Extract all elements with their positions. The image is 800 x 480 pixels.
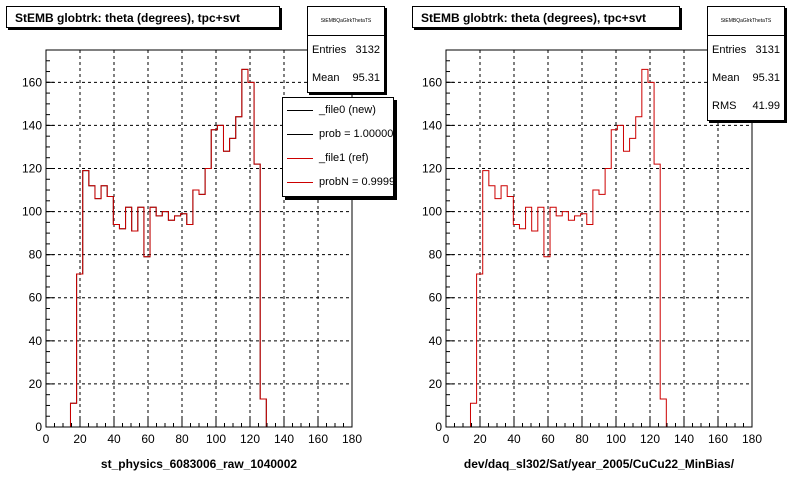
y-tick-label: 80: [29, 248, 43, 262]
x-tick-label: 100: [606, 432, 626, 446]
right-stats-rms-value: 41.99: [752, 100, 780, 112]
left-histogram-pad: 0 20 40 60 80 100 120 140 160 180 0 20 40 60 80 100 120 1…: [6, 6, 394, 471]
x-tick-label: 140: [274, 432, 294, 446]
legend-entry-file0: _file0 (new): [283, 98, 393, 122]
right-stats-box: StEMBQaGlrkThetaTS Entries 3131 Mean 95.…: [707, 6, 785, 121]
right-histogram-title: StEMB globtrk: theta (degrees), tpc+svt: [412, 6, 680, 28]
left-stats-entries-value: 3132: [355, 44, 380, 56]
x-tick-label: 180: [342, 432, 362, 446]
legend-swatch-probn: [287, 181, 313, 183]
x-tick-label: 60: [141, 432, 155, 446]
legend-label-probn: probN = 0.99994: [319, 176, 394, 188]
left-stats-box: StEMBQaGlrkThetaTS Entries 3132 Mean 95.…: [307, 6, 385, 93]
right-stats-mean-value: 95.31: [752, 72, 780, 84]
x-tick-label: 0: [443, 432, 450, 446]
legend-label-file0: _file0 (new): [319, 104, 376, 116]
left-stats-mean-value: 95.31: [352, 72, 380, 84]
legend-label-prob: prob = 1.000000: [319, 128, 394, 140]
legend-swatch-prob: [287, 133, 313, 135]
left-histogram-title: StEMB globtrk: theta (degrees), tpc+svt: [6, 6, 280, 28]
y-tick-label: 60: [429, 291, 443, 305]
right-histogram-pad: 0 20 40 60 80 100 120 140 160 180 0 20 40 60 80 100 120 1…: [400, 0, 800, 480]
x-axis-label: dev/daq_sl302/Sat/year_2005/CuCu22_MinBi…: [464, 457, 735, 471]
x-tick-label: 40: [107, 432, 121, 446]
y-tick-label: 40: [429, 334, 443, 348]
x-tick-label: 20: [73, 432, 87, 446]
x-tick-label: 60: [541, 432, 555, 446]
y-tick-label: 20: [429, 377, 443, 391]
right-stats-entries-label: Entries: [712, 44, 747, 56]
y-tick-label: 0: [35, 420, 42, 434]
right-stats-entries-value: 3131: [755, 44, 780, 56]
y-tick-label: 80: [429, 248, 443, 262]
y-tick-label: 120: [22, 161, 42, 175]
y-tick-label: 140: [22, 118, 42, 132]
legend-swatch-file0: [287, 109, 313, 111]
left-legend: _file0 (new) prob = 1.000000 _file1 (ref…: [282, 97, 394, 197]
y-tick-label: 100: [422, 205, 442, 219]
left-histogram-chart: 0 20 40 60 80 100 120 140 160 180 0 20 40 60 80 100 120 1…: [22, 49, 362, 471]
right-histogram-chart: 0 20 40 60 80 100 120 140 160 180 0 20 40 60 80 100 120 1…: [422, 49, 762, 471]
left-stats-entries-label: Entries: [312, 44, 347, 56]
right-stats-rms-row: RMS 41.99: [708, 92, 784, 120]
legend-swatch-file1: [287, 157, 313, 159]
x-tick-label: 100: [206, 432, 226, 446]
x-tick-label: 120: [240, 432, 260, 446]
y-tick-label: 40: [29, 334, 43, 348]
x-tick-label: 20: [473, 432, 487, 446]
y-tick-label: 20: [29, 377, 43, 391]
right-stats-mean-label: Mean: [712, 72, 740, 84]
right-stats-header: StEMBQaGlrkThetaTS: [708, 7, 784, 36]
legend-entry-prob: prob = 1.000000: [283, 122, 393, 146]
x-tick-label: 180: [742, 432, 762, 446]
y-tick-label: 160: [422, 75, 442, 89]
x-axis-label: st_physics_6083006_raw_1040002: [101, 457, 297, 471]
left-stats-mean-row: Mean 95.31: [308, 64, 384, 92]
y-tick-label: 60: [29, 291, 43, 305]
x-tick-label: 140: [674, 432, 694, 446]
left-stats-header: StEMBQaGlrkThetaTS: [308, 7, 384, 36]
y-tick-label: 0: [435, 420, 442, 434]
left-stats-mean-label: Mean: [312, 72, 340, 84]
right-stats-mean-row: Mean 95.31: [708, 64, 784, 92]
left-stats-entries-row: Entries 3132: [308, 36, 384, 64]
y-tick-label: 100: [22, 205, 42, 219]
x-tick-label: 80: [575, 432, 589, 446]
x-tick-label: 0: [43, 432, 50, 446]
x-tick-label: 160: [708, 432, 728, 446]
x-tick-label: 80: [175, 432, 189, 446]
x-tick-label: 40: [507, 432, 521, 446]
histogram-series: [446, 68, 752, 428]
legend-label-file1: _file1 (ref): [319, 152, 369, 164]
legend-entry-probn: probN = 0.99994: [283, 170, 393, 194]
x-tick-label: 160: [308, 432, 328, 446]
right-stats-rms-label: RMS: [712, 100, 737, 112]
y-tick-label: 140: [422, 118, 442, 132]
right-stats-entries-row: Entries 3131: [708, 36, 784, 64]
x-tick-label: 120: [640, 432, 660, 446]
y-tick-label: 160: [22, 75, 42, 89]
legend-entry-file1: _file1 (ref): [283, 146, 393, 170]
y-tick-label: 120: [422, 161, 442, 175]
